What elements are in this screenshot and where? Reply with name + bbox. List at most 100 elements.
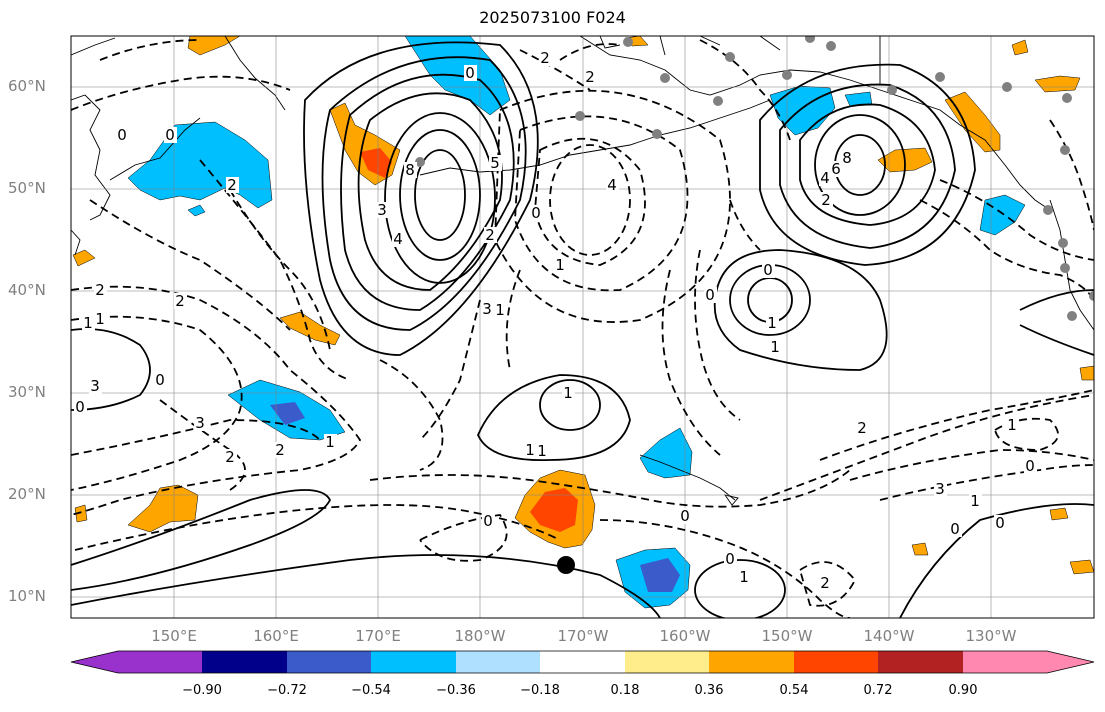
contour-line (994, 417, 1059, 451)
contour-label: 2 (540, 49, 550, 67)
colorbar-tick-label: −0.36 (436, 683, 476, 698)
contour-label-background (830, 161, 843, 177)
station-marker (1002, 82, 1012, 92)
contour-line (369, 469, 851, 508)
station-marker (652, 129, 662, 139)
contour-label: 0 (165, 126, 175, 144)
contour-label-background (194, 415, 207, 431)
contour-label-background (969, 493, 982, 509)
contour-label-background (489, 155, 502, 171)
station-marker (826, 41, 836, 51)
shaded-area-orange (1034, 75, 1081, 93)
colorbar-segment (456, 651, 540, 673)
contour-label-background (94, 282, 107, 298)
contour-label-background (94, 311, 107, 327)
contour-line (779, 83, 956, 249)
station-marker (782, 70, 792, 80)
colorbar-segment (540, 651, 625, 673)
gridlines (71, 36, 1094, 618)
contour-line (494, 89, 731, 323)
colorbar-tick-label: 0.54 (779, 683, 809, 698)
contour-label: 3 (482, 300, 492, 318)
contour-label-background (766, 315, 779, 331)
contour-line (919, 199, 1094, 301)
station-marker (935, 72, 945, 82)
contour-label-background (934, 481, 947, 497)
contour-label-background (554, 257, 567, 273)
contour-line (694, 249, 741, 421)
contour-line (419, 269, 521, 441)
contour-label-background (679, 508, 692, 524)
colorbar-tick-label: 0.90 (948, 683, 978, 698)
contour-line (71, 489, 332, 591)
contour-label: 0 (950, 520, 960, 538)
contour-line (713, 249, 888, 371)
shaded-area-blue (639, 427, 693, 479)
lon-label: 180°W (454, 627, 506, 645)
shaded-area-orange (74, 504, 88, 523)
lon-label: 140°W (863, 627, 915, 645)
contour-label: 4 (393, 230, 403, 248)
contour-label: 3 (90, 377, 100, 395)
contour-line (1049, 119, 1094, 231)
contour-label-background (82, 315, 95, 331)
colorbar-tick-label: −0.90 (182, 683, 222, 698)
colorbar-segment (625, 651, 709, 673)
contour-label: 1 (537, 442, 547, 460)
contour-label: 1 (563, 384, 573, 402)
contour-label: 0 (531, 204, 541, 222)
contour-label-background (154, 372, 167, 388)
station-marker (1060, 263, 1070, 273)
coastline-alaska (579, 36, 1051, 211)
lon-label: 130°W (965, 627, 1017, 645)
contour-label-background (1024, 458, 1037, 474)
shaded-area-orange (911, 542, 929, 556)
location-marker (557, 556, 575, 574)
station-marker (713, 96, 723, 106)
contour-label-background (1006, 417, 1019, 433)
contour-label: 8 (405, 161, 415, 179)
contour-line (71, 39, 291, 111)
contour-label-background (819, 170, 832, 186)
lon-label: 170°E (355, 627, 401, 645)
colorbar-tick-label: −0.54 (351, 683, 391, 698)
contour-label-background (494, 302, 507, 318)
contour-label-background (481, 301, 494, 317)
contour-label: 2 (95, 281, 105, 299)
station-marker (1043, 205, 1053, 215)
contour-label: 2 (585, 68, 595, 86)
colorbar-outline (70, 650, 1095, 674)
lon-label: 160°W (659, 627, 711, 645)
contour-line (699, 39, 791, 141)
contour-line (534, 137, 646, 266)
contour-line (340, 73, 515, 311)
contour-label-background (856, 420, 869, 436)
contour-label: 2 (175, 292, 185, 310)
contour-line (71, 285, 362, 516)
contour-line (414, 149, 466, 241)
contour-label: 3 (377, 201, 387, 219)
contour-label-background (274, 442, 287, 458)
contour-line (694, 559, 786, 618)
contour-line (303, 41, 539, 356)
contour-label: 4 (820, 169, 830, 187)
contour-label-background (769, 339, 782, 355)
contour-label: 0 (725, 550, 735, 568)
contour-label: 0 (75, 398, 85, 416)
contour-label: 0 (155, 371, 165, 389)
contour-label-background (841, 150, 854, 166)
contour-label-background (174, 293, 187, 309)
contour-label-background (536, 443, 549, 459)
colorbar (70, 650, 1095, 674)
contour-label-background (949, 521, 962, 537)
contour-label-background (539, 50, 552, 66)
map-title: 2025073100 F024 (479, 8, 626, 27)
contour-label: 0 (763, 261, 773, 279)
contour-line (71, 554, 661, 618)
contour-label: 2 (225, 448, 235, 466)
map-frame (70, 35, 1095, 619)
contour-line (939, 179, 1094, 261)
contour-line (879, 464, 1094, 501)
contour-label: 6 (831, 160, 841, 178)
contour-label-background (530, 205, 543, 221)
